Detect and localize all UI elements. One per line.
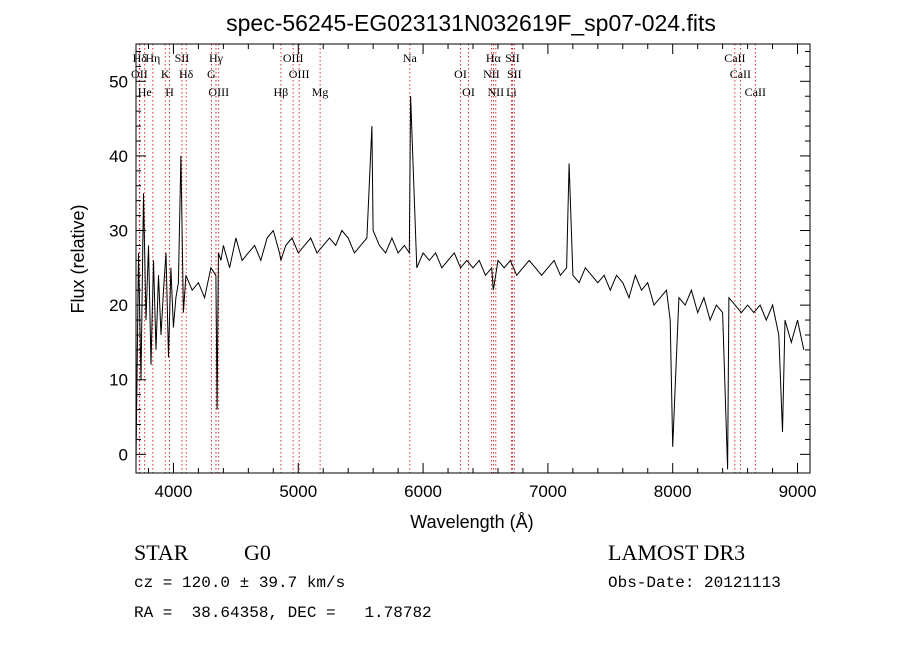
x-tick-label: 5000 [279,482,317,501]
marker-label: SII [507,67,522,81]
y-tick-label: 40 [109,147,128,166]
marker-label: SII [175,51,190,65]
coords-text: RA = 38.64358, DEC = 1.78782 [134,604,432,622]
marker-label: OIII [208,85,229,99]
y-tick-label: 30 [109,222,128,241]
marker-label: OIII [289,67,310,81]
y-tick-label: 20 [109,296,128,315]
plot-frame [135,43,811,474]
marker-label: CaII [745,85,766,99]
marker-label: CaII [724,51,745,65]
class-label: STAR [134,540,189,565]
y-tick-label: 0 [119,445,128,464]
survey-label: LAMOST DR3 [608,540,746,565]
y-axis-ticks: 0 10 20 30 40 50 [109,50,810,464]
marker-label: Mg [312,85,329,99]
marker-label: Li [506,85,517,99]
x-tick-label: 7000 [529,482,567,501]
x-tick-label: 8000 [654,482,692,501]
x-axis-ticks: 4000 5000 6000 7000 8000 9000 [147,44,817,501]
chart-title: spec-56245-EG023131N032619F_sp07-024.fit… [226,10,716,36]
x-axis-label: Wavelength (Å) [410,512,533,532]
emission-line-markers [138,44,756,473]
marker-label: Hα [486,51,502,65]
y-axis-label: Flux (relative) [68,204,88,313]
marker-label: Hδ [179,67,194,81]
marker-label: H [165,85,174,99]
x-tick-label: 4000 [155,482,193,501]
marker-label: OI [462,85,475,99]
obs-date-text: Obs-Date: 20121113 [608,574,781,592]
marker-label: OI [454,67,467,81]
marker-label: OII [131,67,148,81]
x-tick-label: 6000 [404,482,442,501]
spectrum-line [135,96,805,470]
redshift-text: cz = 120.0 ± 39.7 km/s [134,574,346,592]
marker-label: Hη [145,51,160,65]
marker-label: He [138,85,152,99]
marker-label: Na [403,51,418,65]
marker-label: K [161,67,170,81]
y-tick-label: 10 [109,371,128,390]
marker-label: OIII [283,51,304,65]
subclass-label: G0 [244,540,271,565]
marker-label: NII [488,85,505,99]
marker-label: Hγ [209,51,224,65]
marker-label: NII [483,67,500,81]
y-tick-label: 50 [109,72,128,91]
marker-label: CaII [730,67,751,81]
marker-label: G [207,67,216,81]
marker-label: SII [505,51,520,65]
x-tick-label: 9000 [779,482,817,501]
emission-line-labels: HδOIIHeHηKHSIIHδOIIIHγGHβOIIIOIIIMgNaOIO… [131,51,766,99]
marker-label: Hβ [274,85,289,99]
spectrum-plot [135,96,805,470]
